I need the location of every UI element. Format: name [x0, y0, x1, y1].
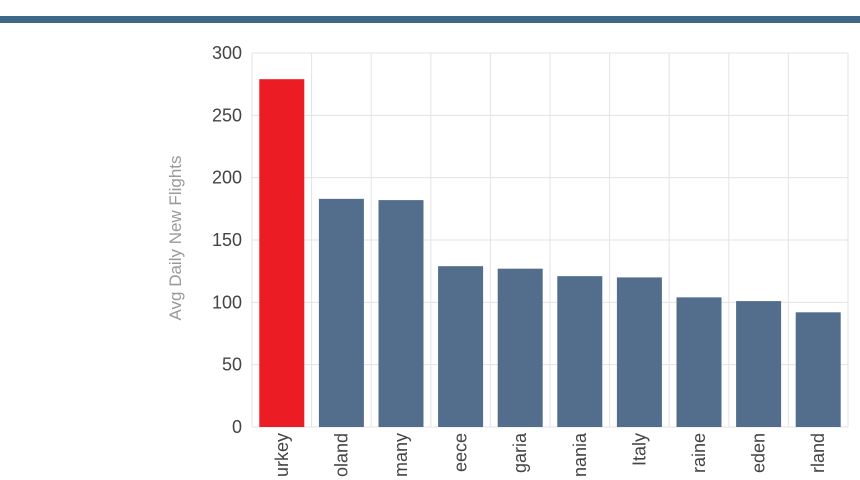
y-tick-label: 50 — [222, 355, 242, 375]
y-tick-label: 200 — [212, 168, 242, 188]
bar — [259, 79, 305, 428]
y-tick-label: 300 — [212, 43, 242, 63]
bar — [497, 268, 543, 427]
x-tick-label: eden — [749, 433, 769, 473]
x-tick-label: eece — [451, 433, 471, 472]
bar — [795, 312, 841, 427]
x-tick-label: raine — [689, 433, 709, 473]
bar — [378, 200, 424, 427]
x-tick-label: nania — [570, 432, 590, 477]
y-tick-label: 100 — [212, 292, 242, 312]
x-tick-label: Italy — [629, 433, 649, 466]
x-tick-label: urkey — [272, 433, 292, 477]
x-tick-label: garia — [510, 432, 530, 473]
bar — [616, 277, 662, 427]
bar — [736, 301, 782, 427]
x-tick-label: oland — [331, 433, 351, 477]
x-tick-label: rland — [808, 433, 828, 473]
x-tick-label: many — [391, 433, 411, 477]
y-tick-label: 0 — [232, 417, 242, 437]
bar — [557, 276, 603, 427]
bar — [438, 266, 484, 427]
bar — [318, 198, 364, 427]
header-rule — [0, 16, 860, 23]
bar — [676, 297, 722, 427]
y-tick-label: 150 — [212, 230, 242, 250]
y-tick-label: 250 — [212, 105, 242, 125]
